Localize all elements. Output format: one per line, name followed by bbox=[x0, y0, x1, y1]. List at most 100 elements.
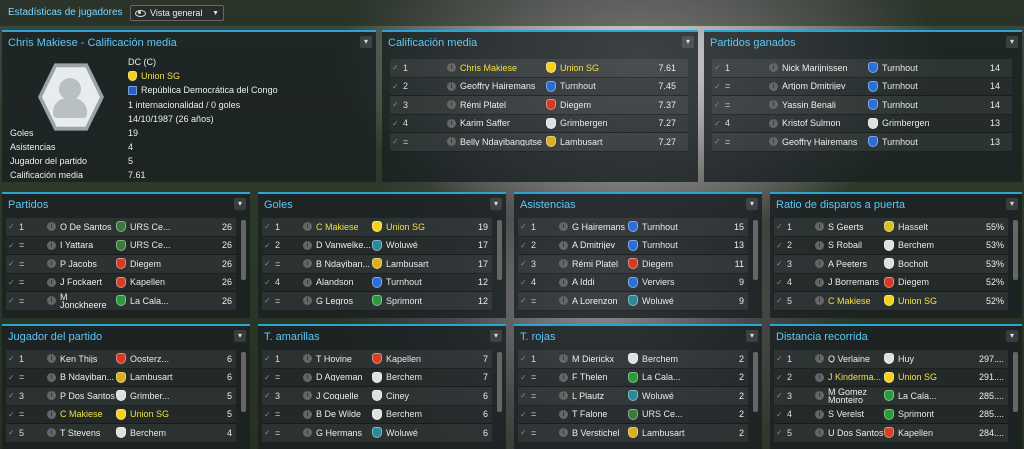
info-icon[interactable]: i bbox=[303, 222, 312, 232]
player-name[interactable]: B Ndayiban... bbox=[316, 259, 371, 268]
club-name[interactable]: Berchem bbox=[130, 427, 167, 438]
club-name[interactable]: Turnhout bbox=[882, 99, 918, 110]
info-icon[interactable]: i bbox=[47, 296, 56, 306]
club-name[interactable]: La Cala... bbox=[130, 295, 169, 306]
table-row[interactable]: ✓ = i Yassin Benali Turnhout 14 bbox=[712, 96, 1012, 115]
player-name[interactable]: Belly Ndayibangutse bbox=[460, 137, 543, 146]
panel-menu-button[interactable]: ▾ bbox=[234, 330, 246, 342]
info-icon[interactable]: i bbox=[47, 277, 56, 287]
info-icon[interactable]: i bbox=[815, 277, 824, 287]
info-icon[interactable]: i bbox=[303, 354, 312, 364]
player-name[interactable]: Artjom Dmitrijev bbox=[782, 82, 846, 91]
info-icon[interactable]: i bbox=[303, 372, 312, 382]
info-icon[interactable]: i bbox=[47, 354, 56, 364]
table-row[interactable]: ✓ = i L Plautz Woluwé 2 bbox=[518, 387, 748, 406]
player-name[interactable]: Yassin Benali bbox=[782, 100, 836, 109]
table-row[interactable]: ✓ = i M Jonckheere La Cala... 26 bbox=[6, 292, 236, 311]
scrollbar[interactable] bbox=[497, 352, 502, 412]
player-name[interactable]: J Fockaert bbox=[60, 278, 103, 287]
player-name[interactable]: S Geerts bbox=[828, 222, 864, 231]
player-name[interactable]: B Verstichel bbox=[572, 428, 620, 437]
scrollbar[interactable] bbox=[241, 352, 246, 412]
club-name[interactable]: Turnhout bbox=[882, 136, 918, 147]
table-row[interactable]: ✓ 4 i Alandson Turnhout 12 bbox=[262, 274, 492, 292]
info-icon[interactable]: i bbox=[303, 259, 312, 269]
player-name[interactable]: T Falone bbox=[572, 410, 608, 419]
club-name[interactable]: Kapellen bbox=[130, 277, 166, 288]
info-icon[interactable]: i bbox=[47, 409, 56, 419]
player-name[interactable]: A Peeters bbox=[828, 259, 868, 268]
panel-menu-button[interactable]: ▾ bbox=[490, 330, 502, 342]
panel-menu-button[interactable]: ▾ bbox=[1006, 330, 1018, 342]
club-name[interactable]: Woluwé bbox=[642, 295, 674, 306]
info-icon[interactable]: i bbox=[815, 372, 824, 382]
table-row[interactable]: ✓ 4 i Kristof Sulmon Grimbergen 13 bbox=[712, 115, 1012, 133]
table-row[interactable]: ✓ 1 i Nick Marijnissen Turnhout 14 bbox=[712, 59, 1012, 78]
info-icon[interactable]: i bbox=[47, 259, 56, 269]
player-name[interactable]: C Makiese bbox=[60, 410, 103, 419]
table-row[interactable]: ✓ = i Belly Ndayibangutse Lambusart 7.27 bbox=[390, 133, 688, 152]
player-name[interactable]: F Thelen bbox=[572, 373, 608, 382]
info-icon[interactable]: i bbox=[559, 296, 568, 306]
table-row[interactable]: ✓ = i T Falone URS Ce... 2 bbox=[518, 406, 748, 424]
player-name[interactable]: S Robail bbox=[828, 241, 863, 250]
scrollbar[interactable] bbox=[753, 220, 758, 280]
panel-menu-button[interactable]: ▾ bbox=[360, 36, 372, 48]
info-icon[interactable]: i bbox=[303, 428, 312, 438]
info-icon[interactable]: i bbox=[559, 240, 568, 250]
club-name[interactable]: Union SG bbox=[130, 409, 170, 420]
club-name[interactable]: Kapellen bbox=[386, 353, 422, 364]
info-icon[interactable]: i bbox=[303, 277, 312, 287]
table-row[interactable]: ✓ = i Artjom Dmitrijev Turnhout 14 bbox=[712, 78, 1012, 96]
club-name[interactable]: Turnhout bbox=[882, 81, 918, 92]
club-name[interactable]: Diegem bbox=[898, 277, 930, 288]
info-icon[interactable]: i bbox=[815, 428, 824, 438]
table-row[interactable]: ✓ = i A Lorenzon Woluwé 9 bbox=[518, 292, 748, 311]
player-name[interactable]: D Agyeman bbox=[316, 373, 363, 382]
table-row[interactable]: ✓ 2 i A Dmitrijev Turnhout 13 bbox=[518, 237, 748, 255]
info-icon[interactable]: i bbox=[47, 372, 56, 382]
info-icon[interactable]: i bbox=[769, 63, 778, 73]
table-row[interactable]: ✓ 2 i S Robail Berchem 53% bbox=[774, 237, 1008, 255]
info-icon[interactable]: i bbox=[815, 354, 824, 364]
club-name[interactable]: Berchem bbox=[642, 353, 679, 364]
player-name[interactable]: Ken Thijs bbox=[60, 354, 98, 363]
scrollbar[interactable] bbox=[497, 220, 502, 280]
player-name[interactable]: A Iddi bbox=[572, 278, 595, 287]
panel-menu-button[interactable]: ▾ bbox=[746, 330, 758, 342]
club-name[interactable]: Turnhout bbox=[560, 81, 596, 92]
info-icon[interactable]: i bbox=[815, 391, 824, 401]
info-icon[interactable]: i bbox=[47, 428, 56, 438]
table-row[interactable]: ✓ 3 i M Gomez Monteiro La Cala... 285.... bbox=[774, 387, 1008, 406]
club-name[interactable]: Berchem bbox=[898, 240, 935, 251]
table-row[interactable]: ✓ 4 i S Verelst Sprimont 285.... bbox=[774, 406, 1008, 424]
club-name[interactable]: Sprimont bbox=[898, 409, 935, 420]
info-icon[interactable]: i bbox=[303, 391, 312, 401]
player-name[interactable]: Nick Marijnissen bbox=[782, 63, 848, 72]
club-name[interactable]: Diegem bbox=[130, 258, 162, 269]
player-name[interactable]: Geoffry Hairemans bbox=[460, 82, 536, 91]
table-row[interactable]: ✓ 1 i S Geerts Hasselt 55% bbox=[774, 218, 1008, 237]
table-row[interactable]: ✓ 5 i C Makiese Union SG 52% bbox=[774, 292, 1008, 311]
scrollbar[interactable] bbox=[241, 220, 246, 280]
info-icon[interactable]: i bbox=[47, 222, 56, 232]
table-row[interactable]: ✓ 5 i T Stevens Berchem 4 bbox=[6, 424, 236, 443]
table-row[interactable]: ✓ 2 i J Kinderma... Union SG 291.... bbox=[774, 369, 1008, 387]
view-selector[interactable]: Vista general ▼ bbox=[130, 5, 224, 21]
table-row[interactable]: ✓ 1 i O De Santos URS Ce... 26 bbox=[6, 218, 236, 237]
player-name[interactable]: M Jonckheere bbox=[60, 292, 107, 309]
player-name[interactable]: C Makiese bbox=[316, 222, 359, 231]
player-name[interactable]: Karim Saffer bbox=[460, 119, 510, 128]
table-row[interactable]: ✓ = i G Legros Sprimont 12 bbox=[262, 292, 492, 311]
scrollbar[interactable] bbox=[1013, 352, 1018, 412]
table-row[interactable]: ✓ = i B Verstichel Lambusart 2 bbox=[518, 424, 748, 443]
info-icon[interactable]: i bbox=[447, 81, 456, 91]
player-name[interactable]: T Hovine bbox=[316, 354, 352, 363]
player-name[interactable]: G Hermans bbox=[316, 428, 363, 437]
info-icon[interactable]: i bbox=[447, 137, 456, 147]
info-icon[interactable]: i bbox=[769, 118, 778, 128]
club-name[interactable]: Huy bbox=[898, 353, 915, 364]
table-row[interactable]: ✓ 3 i Rémi Platel Diegem 7.37 bbox=[390, 96, 688, 115]
panel-menu-button[interactable]: ▾ bbox=[1006, 36, 1018, 48]
table-row[interactable]: ✓ 1 i Ken Thijs Oosterz... 6 bbox=[6, 350, 236, 369]
